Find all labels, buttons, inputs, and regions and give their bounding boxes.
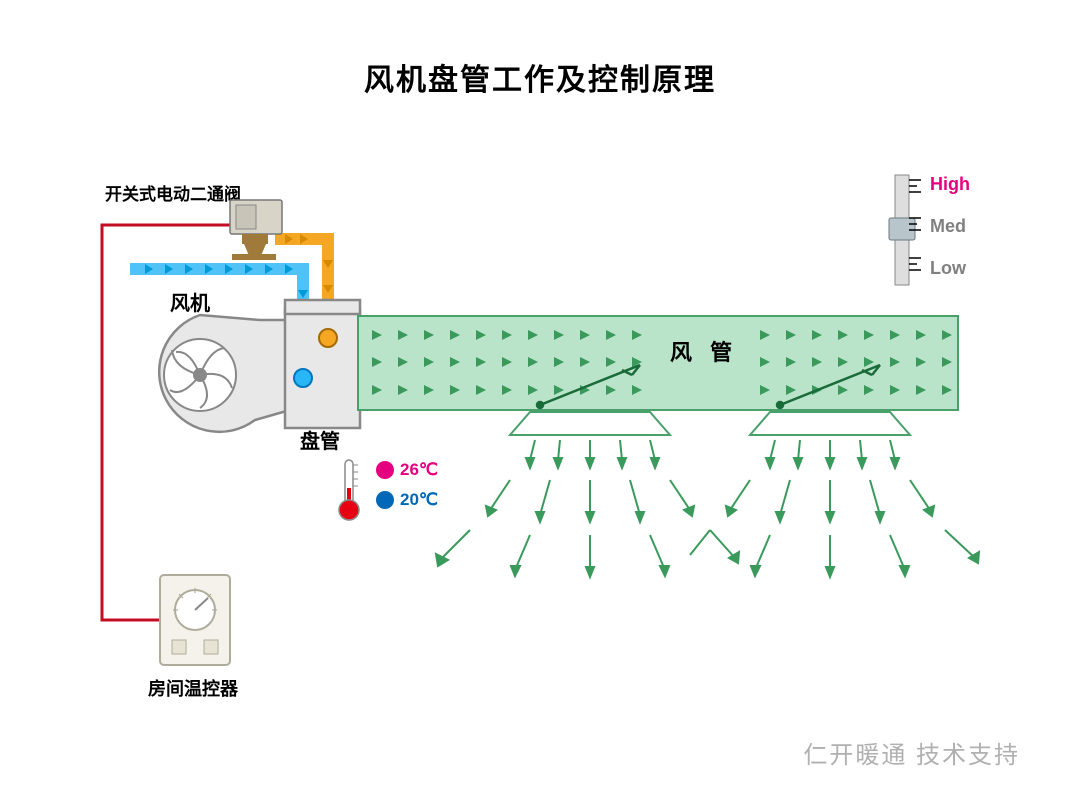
diffuser-2 <box>750 412 910 435</box>
fan-label-svg: 风机 <box>170 291 210 315</box>
coil-port-cold <box>294 369 312 387</box>
two-way-valve <box>230 200 282 260</box>
footer-credit: 仁开暖通 技术支持 <box>803 735 1020 770</box>
temp-20-label: 20℃ <box>400 490 438 510</box>
coil-label-svg: 盘管 <box>300 429 340 453</box>
fan-unit <box>159 315 290 432</box>
thermostat <box>160 575 230 665</box>
supply-air-arrows <box>436 440 979 577</box>
duct-label-svg: 风 管 <box>670 340 738 365</box>
temp-dot-26 <box>376 461 394 479</box>
temp-26-label: 26℃ <box>400 460 438 480</box>
thermostat-label: 房间温控器 <box>148 675 238 701</box>
temp-dot-20 <box>376 491 394 509</box>
diffuser-1 <box>510 412 670 435</box>
coil-housing <box>285 300 360 428</box>
coil-port-hot <box>319 329 337 347</box>
thermometer-icon <box>339 460 359 520</box>
